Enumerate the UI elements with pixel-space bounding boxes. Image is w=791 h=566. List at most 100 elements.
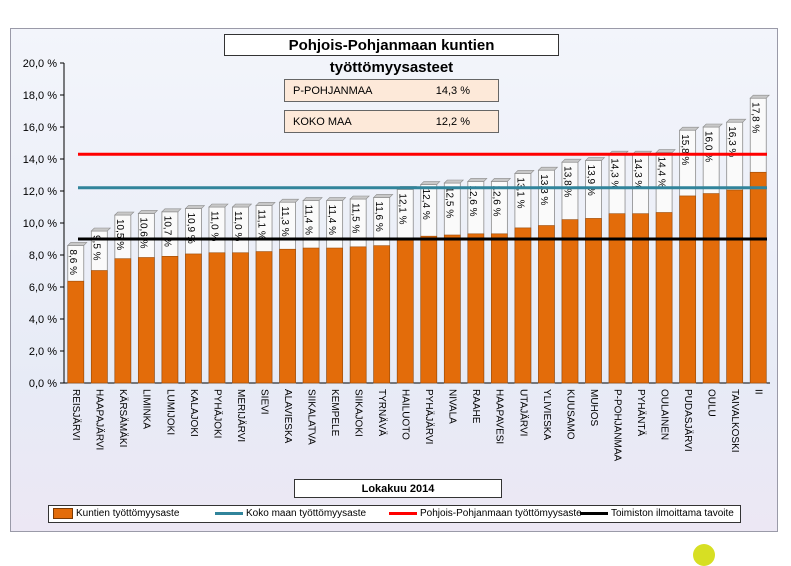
bar [467,233,485,384]
bar-value-label: 13,8 % [561,166,572,197]
chart-plot: 0,0 % 2,0 % 4,0 % 6,0 % 8,0 % 10,0 % 12,0 % 14,… [23,58,770,462]
y-tick-label: 8,0 % [29,250,57,262]
bar-value-label: 14,4 % [655,157,666,188]
y-tick-label: 20,0 % [23,58,57,70]
category-label: RAAHE [470,389,481,424]
bar [608,213,626,384]
bar [443,234,461,384]
decorative-circle [693,544,715,566]
legend-swatch [215,511,243,515]
y-tick-label: 2,0 % [29,346,57,358]
bar [326,247,343,384]
bar-value-label: 16,0 % [703,131,714,162]
bar-value-label: 11,3 % [279,206,290,236]
category-label: PUDASJÄRVI [682,389,694,452]
bar-top-face [537,166,559,171]
bar [349,246,367,384]
bar-top-face [443,179,465,184]
bar-top-face [208,203,229,208]
category-label: KEMPELE [329,389,340,437]
category-label: KUUSAMO [564,389,575,440]
bar-top-face [325,197,347,201]
bar-top-face [67,242,88,246]
bar [491,233,508,384]
category-label: LIMINKA [141,389,152,429]
bar [208,252,226,384]
bar-value-label: 12,4 % [420,189,431,220]
legend-item-bars: Kuntien työttömyysaste [53,506,179,522]
bar-top-face [302,197,323,201]
bar-value-label: 10,9 % [185,213,196,244]
category-label: NIVALA [447,389,458,424]
bar [373,245,391,384]
category-label: REISJÄRVI [70,389,82,441]
bar-top-face [678,126,700,131]
y-tick-label: 14,0 % [23,154,57,166]
bar [420,235,438,384]
bar-value-label: 11,0 % [208,211,219,241]
bar-top-face [725,118,747,123]
category-label: TYRNÄVÄ [376,389,388,437]
category-label: MERIJÄRVI [235,389,247,442]
legend: Kuntien työttömyysaste Koko maan työttöm… [48,505,741,523]
category-label: PYHÄJOKI [211,389,223,438]
category-label: HAAPAVESI [494,389,505,444]
period-label: Lokakuu 2014 [294,479,502,498]
bar-value-label: 17,8 % [750,102,761,133]
category-label: TAIVALKOSKI [729,389,740,453]
legend-label: Toimiston ilmoittama tavoite [611,508,734,519]
category-label: PYHÄNTÄ [635,389,647,437]
bar-top-face [490,178,512,182]
category-label: P-POHJANMAA [611,389,622,462]
legend-item-koko-maa: Koko maan työttömyysaste [215,506,366,522]
legend-label: Koko maan työttömyysaste [246,508,367,519]
bar-value-label: 13,1 % [514,177,525,208]
info-box-p-pohjanmaa: P-POHJANMAA 14,3 % [284,79,499,102]
bar [185,253,202,384]
bar-top-face [749,94,770,99]
bar-value-label: 10,7 % [161,216,172,247]
category-label: HAILUOTO [400,389,411,440]
bar-top-face [420,181,441,185]
y-tick-label: 12,0 % [23,186,57,198]
category-label: SIIKALATVA [305,389,316,445]
legend-swatch [53,507,73,519]
bar [561,219,579,384]
chart-title: Pohjois-Pohjanmaan kuntien työttömyysast… [224,34,559,76]
bar-value-label: 11,4 % [326,205,337,235]
legend-label: Pohjois-Pohjanmaan työttömyysaste [420,508,582,519]
bar-value-label: 13,3 % [538,174,549,205]
bar-top-face [467,178,488,182]
bar-value-label: 11,5 % [350,203,361,233]
bar [138,257,155,384]
bar-value-label: 11,0 % [232,211,243,241]
category-label: LUMIJOKI [164,389,175,435]
category-label: YLIVIESKA [541,389,552,440]
category-label: UTAJÄRVI [517,389,529,436]
legend-item-tavoite: Toimiston ilmoittama tavoite [580,506,734,522]
bar [585,218,602,384]
y-tick-label: 4,0 % [29,314,57,326]
bar [632,213,649,384]
bar-value-label: 9,5 % [91,235,102,261]
category-label: ALAVIESKA [282,389,293,444]
bar-top-face [702,123,723,128]
category-label: MUHOS [588,389,599,427]
bar [67,280,85,384]
bar [302,247,320,384]
legend-swatch [389,511,417,515]
category-label: PYHÄJÄRVI [423,389,435,444]
bar [655,212,673,384]
category-label: KALAJOKI [188,389,199,437]
category-label: SIEVI [258,389,269,415]
category-label: HAAPAJÄRVI [94,389,106,450]
bar [679,195,696,384]
bar-value-label: 12,6 % [491,185,502,216]
bar [161,256,179,384]
bar [514,227,532,384]
bar-top-face [231,203,253,208]
bar-value-label: 12,1 % [397,193,408,224]
bar-top-face [278,198,300,203]
info-label: P-POHJANMAA [293,85,373,97]
bar-value-label: 14,3 % [608,158,619,189]
